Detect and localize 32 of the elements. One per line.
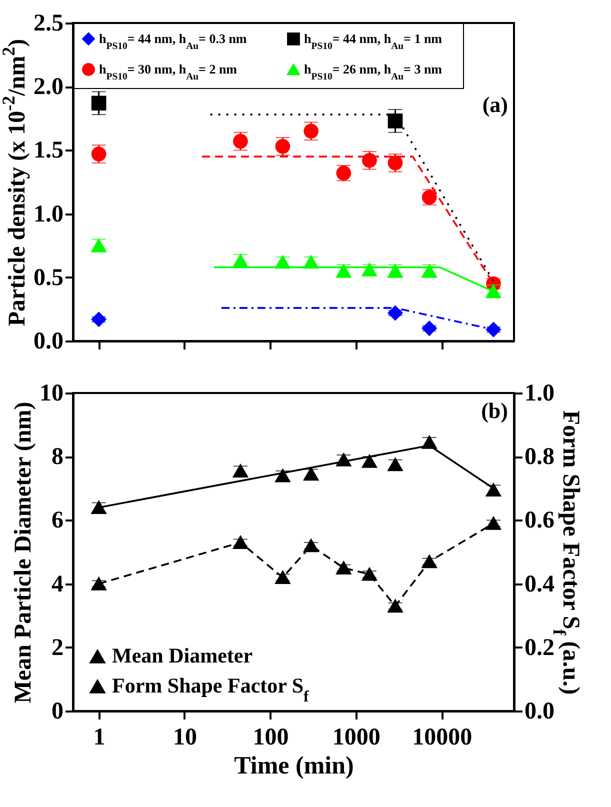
x-tick-label: 10 (172, 724, 197, 750)
y-tick-label: 2.5 (34, 10, 64, 36)
annotation: (b) (481, 398, 508, 423)
y-tick-label: 1.5 (34, 138, 64, 164)
x-tick-label: 1 (93, 724, 106, 750)
legend-label: Form Shape Factor S$_{f}$ (112, 674, 310, 705)
y-axis-title: Mean Particle Diameter (nm) (10, 402, 36, 704)
y2-tick-label: 0.6 (524, 508, 554, 534)
y-tick-label: 2 (52, 634, 64, 661)
legend-label: h$_{PS10}$= 30 nm, h$_{Au}$= 2 nm (99, 62, 238, 82)
y2-tick-label: 0.0 (524, 698, 554, 724)
y2-tick-label: 0.4 (524, 571, 554, 598)
y-tick-label: 2.0 (34, 74, 64, 100)
y-tick-label: 10 (40, 380, 64, 406)
y2-tick-label: 0.8 (524, 444, 554, 470)
legend-label: Mean Diameter (112, 644, 253, 668)
y-tick-label: 0.0 (34, 328, 64, 354)
x-tick-label: 100 (252, 724, 289, 750)
x-axis-title: Time (min) (234, 752, 354, 780)
x-tick-label: 1000 (332, 724, 380, 750)
y-tick-label: 8 (52, 444, 64, 470)
y-tick-label: 4 (52, 571, 64, 598)
legend-label: h$_{PS10}$= 44 nm, h$_{Au}$= 1 nm (304, 30, 442, 52)
y2-tick-label: 1.0 (524, 380, 554, 406)
x-tick-label: 10000 (412, 724, 472, 750)
y-tick-label: 0 (52, 698, 64, 724)
y-tick-label: 1.0 (34, 201, 64, 228)
annotation: (a) (482, 92, 508, 117)
y-tick-label: 6 (52, 508, 64, 534)
legend-label: h$_{PS10}$= 44 nm, h$_{Au}$= 0.3 nm (99, 30, 247, 52)
legend-label: h$_{PS10}$= 26 nm, h$_{Au}$= 3 nm (304, 62, 442, 82)
y-tick-label: 0.5 (34, 264, 64, 291)
